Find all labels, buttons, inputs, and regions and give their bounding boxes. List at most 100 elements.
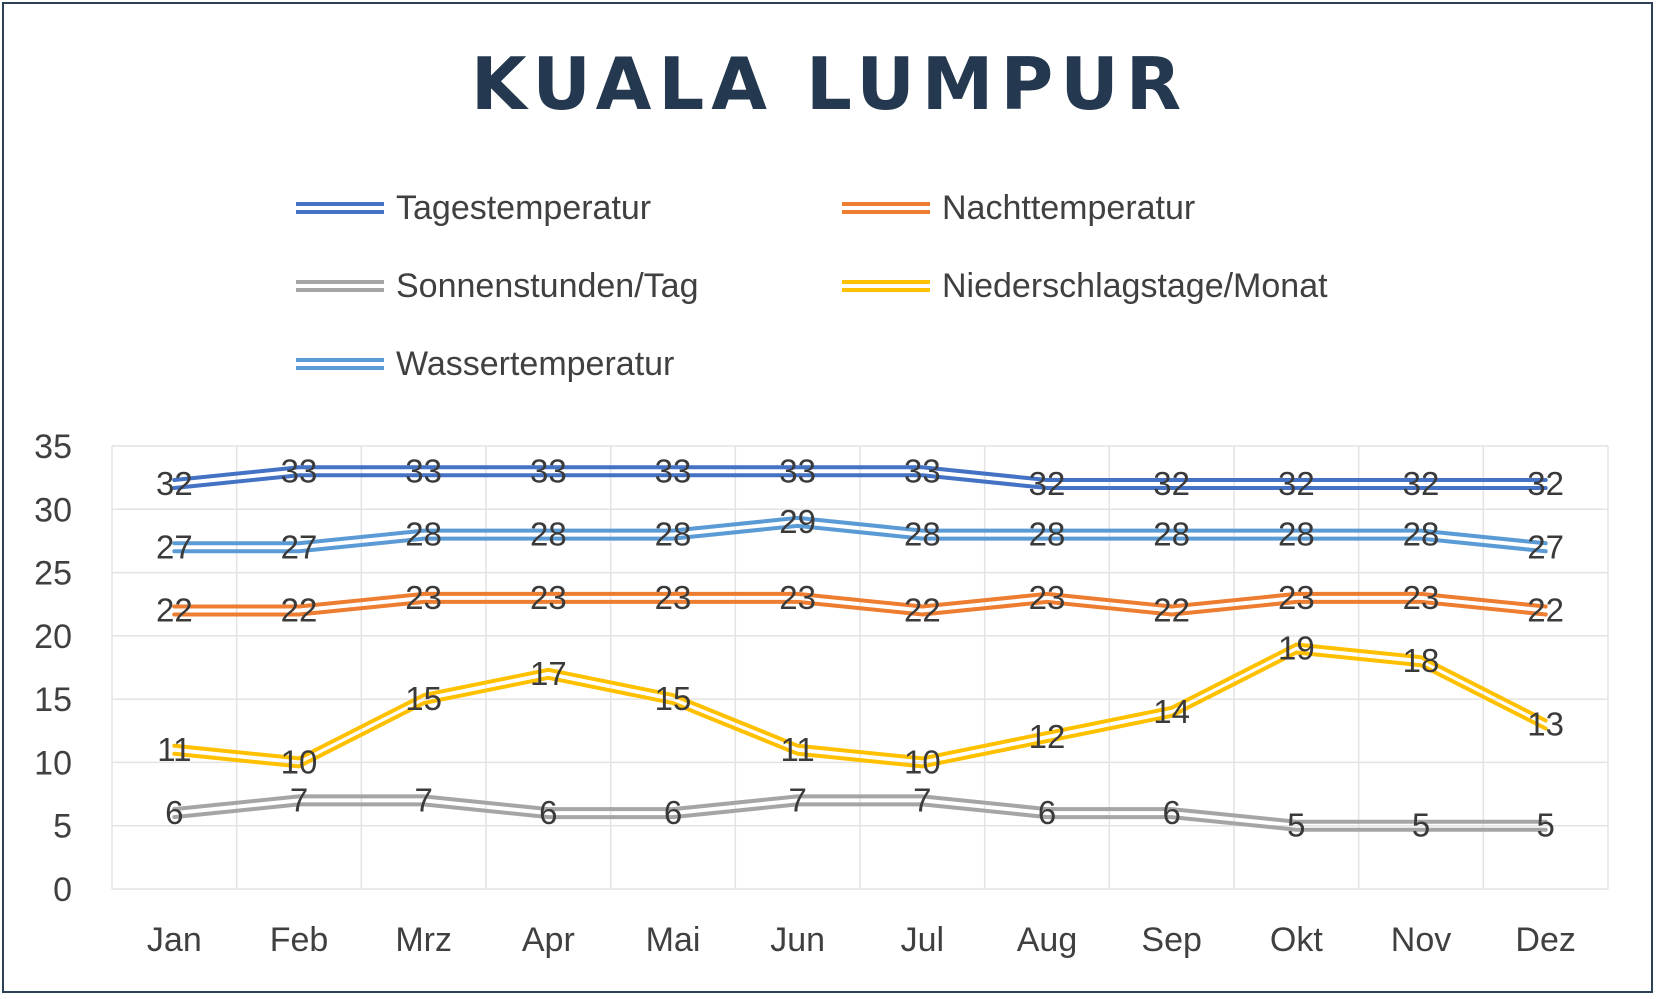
data-label-niederschlagstage-monat: 12 <box>1029 718 1066 755</box>
legend-label-wassertemperatur: Wassertemperatur <box>396 344 675 383</box>
data-label-nachttemperatur: 22 <box>904 592 941 629</box>
y-tick-label: 10 <box>34 744 72 782</box>
legend-item-nachttemperatur: Nachttemperatur <box>842 188 1195 228</box>
data-label-sonnenstunden-tag: 7 <box>913 781 931 818</box>
data-label-wassertemperatur: 28 <box>1029 516 1066 553</box>
data-label-nachttemperatur: 23 <box>1278 579 1315 616</box>
data-label-niederschlagstage-monat: 15 <box>405 680 442 717</box>
data-label-niederschlagstage-monat: 10 <box>904 743 941 780</box>
data-label-sonnenstunden-tag: 7 <box>788 781 806 818</box>
data-label-wassertemperatur: 28 <box>655 516 692 553</box>
data-label-sonnenstunden-tag: 6 <box>165 794 183 831</box>
series-line-sonnenstunden-tag <box>172 802 1548 832</box>
data-label-tagestemperatur: 33 <box>281 452 318 489</box>
data-label-niederschlagstage-monat: 14 <box>1153 693 1190 730</box>
data-label-sonnenstunden-tag: 7 <box>290 781 308 818</box>
x-tick-label: Mrz <box>395 921 452 959</box>
data-label-wassertemperatur: 28 <box>1403 516 1440 553</box>
data-label-wassertemperatur: 29 <box>779 503 816 540</box>
legend-swatch-wassertemperatur <box>296 357 384 371</box>
data-label-niederschlagstage-monat: 19 <box>1278 630 1315 667</box>
x-tick-label: Apr <box>522 921 575 959</box>
data-label-sonnenstunden-tag: 5 <box>1412 807 1430 844</box>
data-label-nachttemperatur: 23 <box>779 579 816 616</box>
legend-label-tagestemperatur: Tagestemperatur <box>396 188 652 227</box>
series-line-wassertemperatur <box>172 523 1548 554</box>
legend-label-nachttemperatur: Nachttemperatur <box>942 188 1196 227</box>
data-label-wassertemperatur: 28 <box>1278 516 1315 553</box>
data-label-tagestemperatur: 33 <box>405 452 442 489</box>
data-label-wassertemperatur: 27 <box>281 528 318 565</box>
data-label-tagestemperatur: 33 <box>904 452 941 489</box>
series-line-nachttemperatur <box>172 599 1548 617</box>
data-label-niederschlagstage-monat: 11 <box>781 731 815 768</box>
legend-swatch-sonnenstunden <box>296 279 384 293</box>
data-label-nachttemperatur: 23 <box>405 579 442 616</box>
y-tick-label: 0 <box>53 871 72 909</box>
data-label-sonnenstunden-tag: 6 <box>664 794 682 831</box>
legend-item-wassertemperatur: Wassertemperatur <box>296 344 674 384</box>
data-label-niederschlagstage-monat: 11 <box>157 731 191 768</box>
x-tick-label: Dez <box>1515 921 1575 959</box>
data-label-tagestemperatur: 33 <box>779 452 816 489</box>
data-label-tagestemperatur: 32 <box>1278 465 1315 502</box>
series-line-tagestemperatur <box>172 473 1548 490</box>
legend-swatch-nachttemperatur <box>842 201 930 215</box>
data-label-tagestemperatur: 32 <box>1403 465 1440 502</box>
series-line-tagestemperatur <box>172 465 1548 482</box>
data-label-nachttemperatur: 23 <box>1403 579 1440 616</box>
data-label-nachttemperatur: 22 <box>156 592 193 629</box>
data-label-sonnenstunden-tag: 5 <box>1536 807 1554 844</box>
legend-label-sonnenstunden: Sonnenstunden/Tag <box>396 266 699 305</box>
y-tick-label: 35 <box>34 428 72 466</box>
data-label-niederschlagstage-monat: 13 <box>1527 705 1564 742</box>
data-label-nachttemperatur: 23 <box>655 579 692 616</box>
y-tick-label: 20 <box>34 618 72 656</box>
x-tick-label: Mai <box>646 921 701 959</box>
data-label-wassertemperatur: 27 <box>1527 528 1564 565</box>
series-line-wassertemperatur <box>172 515 1548 546</box>
data-label-tagestemperatur: 32 <box>1029 465 1066 502</box>
data-label-wassertemperatur: 28 <box>405 516 442 553</box>
chart-title: KUALA LUMPUR <box>470 42 1189 126</box>
x-tick-label: Nov <box>1391 921 1451 959</box>
data-label-tagestemperatur: 32 <box>1153 465 1190 502</box>
data-label-wassertemperatur: 28 <box>904 516 941 553</box>
legend-item-sonnenstunden: Sonnenstunden/Tag <box>296 266 698 306</box>
data-label-wassertemperatur: 28 <box>1153 516 1190 553</box>
y-tick-label: 15 <box>34 681 72 719</box>
y-tick-label: 30 <box>34 491 72 529</box>
y-tick-label: 5 <box>53 808 72 846</box>
data-label-niederschlagstage-monat: 17 <box>530 655 567 692</box>
legend-swatch-tagestemperatur <box>296 201 384 215</box>
data-label-sonnenstunden-tag: 6 <box>539 794 557 831</box>
legend: Tagestemperatur Nachttemperatur Sonnenst… <box>0 0 1659 400</box>
data-label-niederschlagstage-monat: 15 <box>655 680 692 717</box>
series-line-niederschlagstage-monat <box>172 650 1548 769</box>
x-tick-label: Aug <box>1017 921 1078 959</box>
data-label-nachttemperatur: 22 <box>1153 592 1190 629</box>
legend-label-niederschlagstage: Niederschlagstage/Monat <box>942 266 1328 305</box>
data-label-nachttemperatur: 22 <box>281 592 318 629</box>
legend-swatch-niederschlagstage <box>842 279 930 293</box>
x-tick-label: Feb <box>270 921 329 959</box>
x-tick-label: Jun <box>770 921 825 959</box>
data-label-wassertemperatur: 28 <box>530 516 567 553</box>
data-label-sonnenstunden-tag: 5 <box>1287 807 1305 844</box>
data-label-nachttemperatur: 22 <box>1527 592 1564 629</box>
data-label-wassertemperatur: 27 <box>156 528 193 565</box>
data-label-sonnenstunden-tag: 6 <box>1162 794 1180 831</box>
data-label-nachttemperatur: 23 <box>530 579 567 616</box>
legend-item-niederschlagstage: Niederschlagstage/Monat <box>842 266 1328 306</box>
x-tick-label: Jan <box>147 921 202 959</box>
data-label-tagestemperatur: 32 <box>156 465 193 502</box>
x-tick-label: Jul <box>901 921 944 959</box>
data-label-sonnenstunden-tag: 7 <box>414 781 432 818</box>
series-line-niederschlagstage-monat <box>172 642 1548 761</box>
y-tick-label: 25 <box>34 555 72 593</box>
data-label-tagestemperatur: 33 <box>655 452 692 489</box>
x-tick-label: Sep <box>1141 921 1202 959</box>
legend-item-tagestemperatur: Tagestemperatur <box>296 188 651 228</box>
data-label-niederschlagstage-monat: 10 <box>281 743 318 780</box>
data-label-niederschlagstage-monat: 18 <box>1403 642 1440 679</box>
